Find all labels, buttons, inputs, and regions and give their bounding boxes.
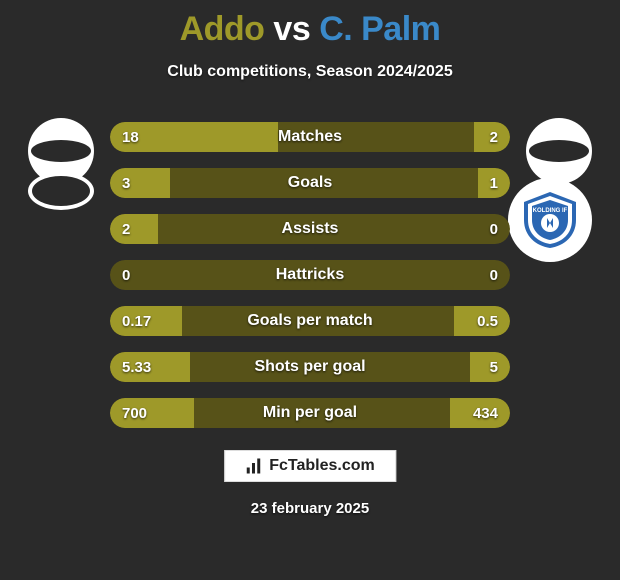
stat-row: 5.335Shots per goal	[110, 352, 510, 382]
stat-row: 31Goals	[110, 168, 510, 198]
stat-value-left: 700	[122, 398, 147, 428]
comparison-title: Addo vs C. Palm	[0, 0, 620, 49]
stat-value-right: 5	[490, 352, 498, 382]
source-badge[interactable]: FcTables.com	[224, 450, 396, 482]
competition-subtitle: Club competitions, Season 2024/2025	[0, 63, 620, 81]
stat-row-bg	[110, 168, 510, 198]
player2-name: C. Palm	[319, 10, 440, 48]
stat-value-left: 0	[122, 260, 130, 290]
stat-row: 0.170.5Goals per match	[110, 306, 510, 336]
svg-text:KOLDING IF: KOLDING IF	[533, 208, 568, 214]
stat-fill-left	[110, 214, 158, 244]
stat-value-right: 2	[490, 122, 498, 152]
stat-fill-left	[110, 168, 170, 198]
stat-row: 182Matches	[110, 122, 510, 152]
kolding-if-shield-icon: KOLDING IF	[520, 190, 580, 250]
stat-value-right: 434	[473, 398, 498, 428]
stat-value-right: 1	[490, 168, 498, 198]
vs-text: vs	[273, 10, 310, 48]
stat-value-left: 2	[122, 214, 130, 244]
stat-row-bg	[110, 260, 510, 290]
stat-value-left: 5.33	[122, 352, 151, 382]
stat-row: 20Assists	[110, 214, 510, 244]
snapshot-date: 23 february 2025	[0, 500, 620, 517]
player1-name: Addo	[180, 10, 265, 48]
player1-club-logo	[28, 172, 94, 210]
source-brand: FcTables.com	[269, 457, 375, 475]
stat-value-right: 0.5	[477, 306, 498, 336]
stat-value-right: 0	[490, 260, 498, 290]
player2-club-logo: KOLDING IF	[508, 178, 592, 262]
stats-container: 182Matches31Goals20Assists00Hattricks0.1…	[110, 122, 510, 444]
stat-value-left: 3	[122, 168, 130, 198]
stat-value-left: 0.17	[122, 306, 151, 336]
bar-chart-icon	[245, 457, 263, 475]
stat-row: 00Hattricks	[110, 260, 510, 290]
stat-value-left: 18	[122, 122, 139, 152]
stat-value-right: 0	[490, 214, 498, 244]
stat-row: 700434Min per goal	[110, 398, 510, 428]
stat-row-bg	[110, 214, 510, 244]
player2-avatar	[526, 118, 592, 184]
